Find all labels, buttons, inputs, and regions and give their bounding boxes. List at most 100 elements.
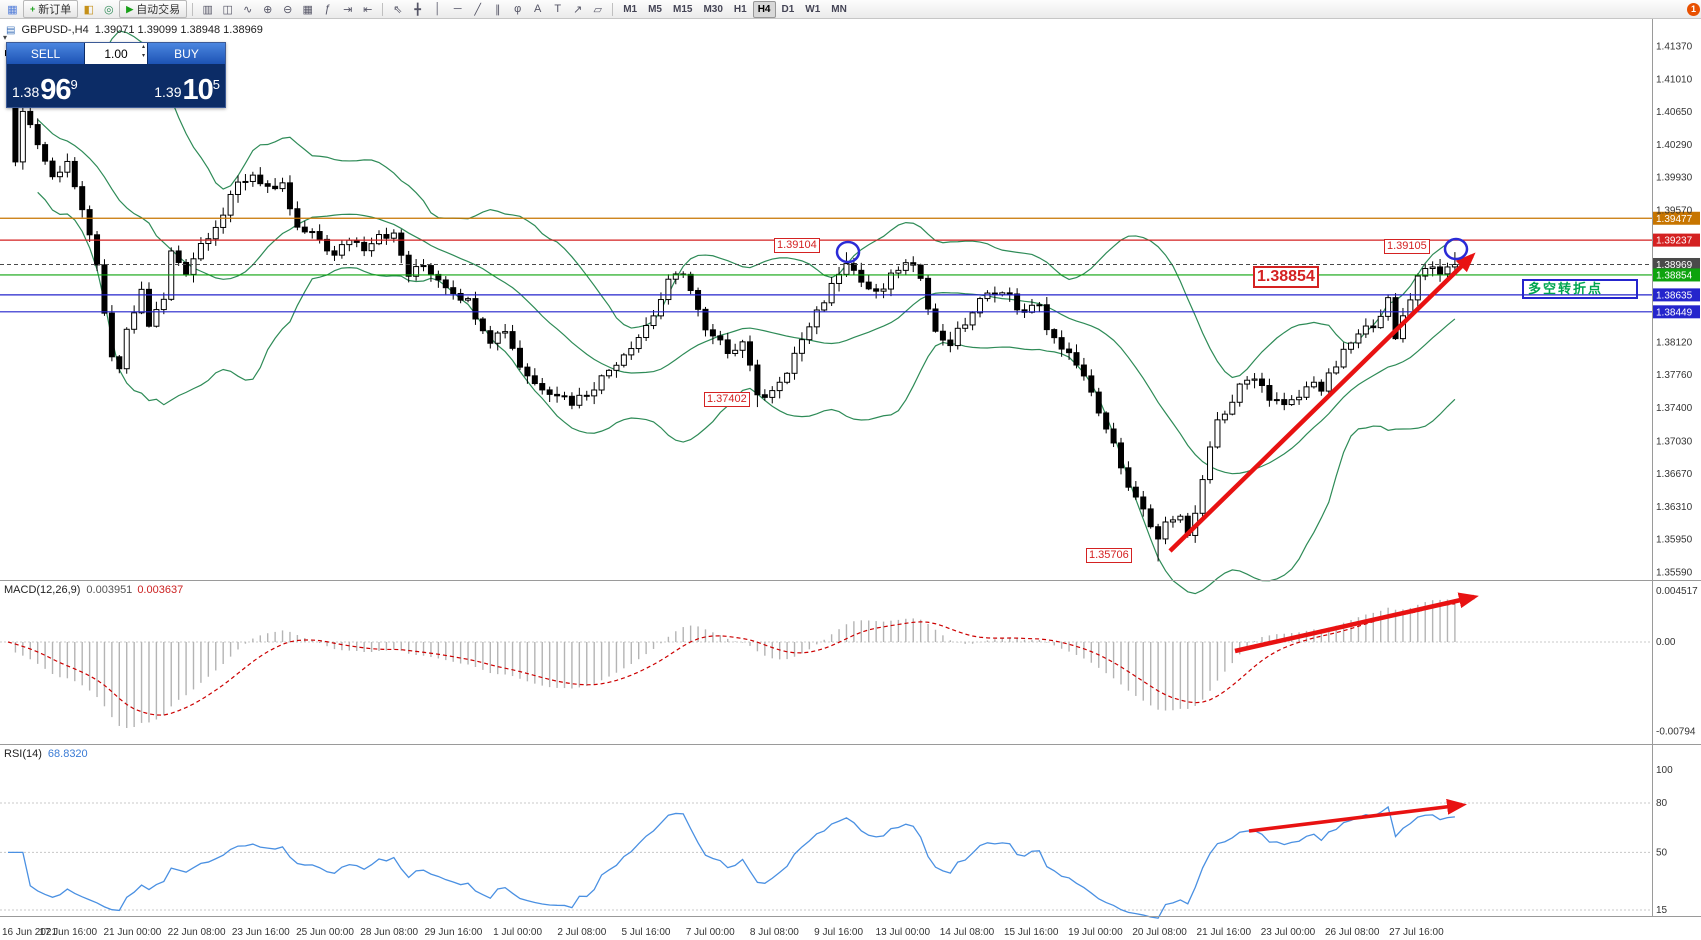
candle-body	[917, 264, 924, 279]
oneclick-toggle-icon[interactable]: ▾	[3, 33, 8, 42]
timeframe-m5[interactable]: M5	[648, 3, 662, 15]
price-axis-label: 1.39570	[1656, 205, 1693, 216]
auto-scroll-icon[interactable]: ⇥	[343, 3, 353, 16]
candle-body	[754, 364, 761, 396]
tag-137402[interactable]: 1.37402	[704, 392, 750, 407]
zoom-out-icon[interactable]: ⊖	[283, 3, 293, 16]
alerts-icon[interactable]: ◎	[103, 3, 114, 16]
indicators-icon[interactable]: ƒ	[324, 3, 331, 15]
candle-body	[279, 182, 286, 190]
timeframe-w1[interactable]: W1	[805, 3, 821, 15]
volume-spinner[interactable]: ▴ ▾	[141, 44, 145, 59]
candle-body	[635, 337, 642, 350]
price-axis-label: 1.36670	[1656, 469, 1693, 480]
candle-body	[969, 312, 976, 326]
candle-body	[1437, 266, 1444, 275]
turning-point-note[interactable]: 多空转折点	[1522, 279, 1638, 299]
new-order-button[interactable]: + 新订单	[23, 0, 79, 18]
candle-body	[494, 332, 501, 344]
candle-body	[702, 308, 709, 331]
ask-pip-digit: 5	[212, 77, 220, 92]
fibonacci-icon[interactable]: φ	[514, 3, 522, 15]
candle-body	[1348, 342, 1355, 350]
price-axis-label: 1.38120	[1656, 337, 1693, 348]
axis-price-box-label: 1.38969	[1656, 260, 1693, 271]
notification-badge[interactable]: 1	[1687, 2, 1700, 16]
candle-body	[1288, 399, 1295, 406]
channel-icon[interactable]: ∥	[494, 3, 501, 16]
axis-price-box-label: 1.39477	[1656, 214, 1693, 225]
candle-body	[828, 282, 835, 304]
buy-button[interactable]: BUY	[148, 43, 225, 64]
tag-138854[interactable]: 1.38854	[1253, 266, 1319, 288]
candle-body	[42, 144, 49, 162]
symbol-ohlc-values: 1.39071 1.39099 1.38948 1.38969	[94, 24, 263, 36]
crosshair-icon[interactable]: ╋	[414, 3, 421, 16]
time-axis-label: 20 Jul 08:00	[1132, 927, 1187, 938]
candle-body	[620, 354, 627, 366]
candle-body	[962, 324, 969, 329]
bollinger-band-line	[37, 119, 1456, 475]
label-icon[interactable]: T	[554, 3, 562, 15]
candle-body	[472, 298, 479, 320]
candle-body	[546, 389, 553, 395]
tag-135706[interactable]: 1.35706	[1086, 548, 1132, 563]
price-axis-label: 1.40290	[1656, 140, 1693, 151]
candle-body	[220, 214, 227, 228]
candle-body	[19, 110, 26, 163]
new-order-icon: +	[30, 4, 36, 14]
new-chart-icon[interactable]: ▦	[7, 3, 18, 16]
candle-body	[687, 273, 694, 291]
timeframe-m1[interactable]: M1	[623, 3, 638, 15]
candlestick-icon[interactable]: ◫	[222, 3, 233, 16]
tag-139104[interactable]: 1.39104	[774, 238, 820, 253]
marketwatch-icon[interactable]: ◧	[83, 3, 94, 16]
volume-input[interactable]: 1.00 ▴ ▾	[84, 43, 148, 64]
candle-body	[383, 234, 390, 239]
candle-body	[747, 341, 753, 366]
candle-body	[1362, 325, 1369, 335]
axis-price-box-label: 1.38635	[1656, 290, 1693, 301]
horizontal-line-icon[interactable]: ─	[453, 3, 462, 15]
timeframe-mn[interactable]: MN	[831, 3, 847, 15]
candle-body	[1080, 364, 1087, 377]
vertical-line-icon[interactable]: │	[434, 3, 442, 15]
timeframe-m30[interactable]: M30	[703, 3, 723, 15]
line-chart-icon[interactable]: ∿	[243, 3, 253, 16]
zoom-in-icon[interactable]: ⊕	[263, 3, 273, 16]
candle-body	[1310, 381, 1317, 388]
candle-body	[197, 243, 204, 260]
bid-big-digits: 96	[40, 74, 71, 106]
candle-body	[205, 238, 212, 245]
candle-body	[902, 262, 909, 271]
tile-windows-icon[interactable]: ▦	[302, 3, 313, 16]
text-icon[interactable]: A	[534, 3, 542, 15]
sell-button[interactable]: SELL	[7, 43, 84, 64]
shapes-icon[interactable]: ▱	[593, 3, 602, 16]
candle-body	[190, 258, 197, 275]
candle-body	[591, 389, 598, 397]
candle-body	[1303, 386, 1310, 398]
candle-body	[761, 394, 768, 398]
chart-symbol-label: ▤ GBPUSD-,H4 1.39071 1.39099 1.38948 1.3…	[6, 24, 263, 36]
candle-body	[64, 160, 71, 173]
autotrading-button[interactable]: ▶ 自动交易	[119, 0, 188, 18]
timeframe-h4[interactable]: H4	[752, 0, 776, 18]
arrow-tool-icon[interactable]: ↗	[573, 3, 583, 16]
candle-body	[531, 375, 538, 385]
price-axis-label: 1.37400	[1656, 403, 1693, 414]
candle-body	[1444, 266, 1451, 275]
tag-139105[interactable]: 1.39105	[1384, 239, 1430, 254]
trendline-icon[interactable]: ╱	[474, 3, 481, 16]
bar-chart-icon[interactable]: ▥	[202, 3, 213, 16]
chart-shift-icon[interactable]: ⇤	[363, 3, 373, 16]
highlight-circle-1	[835, 240, 861, 264]
toolbar-separator	[612, 2, 614, 16]
timeframe-h1[interactable]: H1	[733, 3, 747, 15]
cursor-icon[interactable]: ⇖	[393, 3, 403, 16]
timeframe-m15[interactable]: M15	[673, 3, 693, 15]
time-axis-label: 23 Jun 16:00	[232, 927, 290, 938]
candle-body	[368, 243, 375, 252]
timeframe-d1[interactable]: D1	[781, 3, 795, 15]
